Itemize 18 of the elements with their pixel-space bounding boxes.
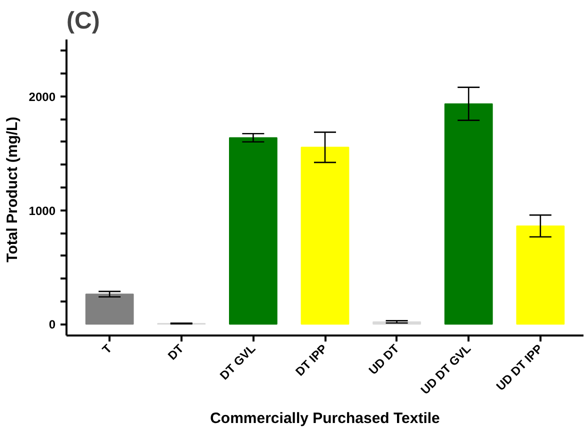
x-tick-label: UD DT GVL <box>418 342 474 398</box>
y-axis-title: Total Product (mg/L) <box>4 116 21 262</box>
y-tick-label: 0 <box>48 318 56 332</box>
x-tick-label: DT IPP <box>292 342 330 379</box>
bar <box>516 225 565 325</box>
bar <box>444 103 493 325</box>
x-tick-label: UD DT <box>366 341 402 378</box>
chart-title: (C) <box>66 8 100 34</box>
y-tick-label: 2000 <box>28 90 56 104</box>
x-tick-label: T <box>99 341 116 357</box>
x-tick-label: DT <box>165 341 187 363</box>
x-tick-label: UD DT IPP <box>494 342 546 394</box>
bar <box>229 137 278 325</box>
bar <box>300 146 350 325</box>
x-tick-label: DT GVL <box>217 342 258 383</box>
y-tick-label: 1000 <box>28 204 56 218</box>
bar <box>85 294 134 325</box>
x-axis-title: Commercially Purchased Textile <box>210 410 440 428</box>
